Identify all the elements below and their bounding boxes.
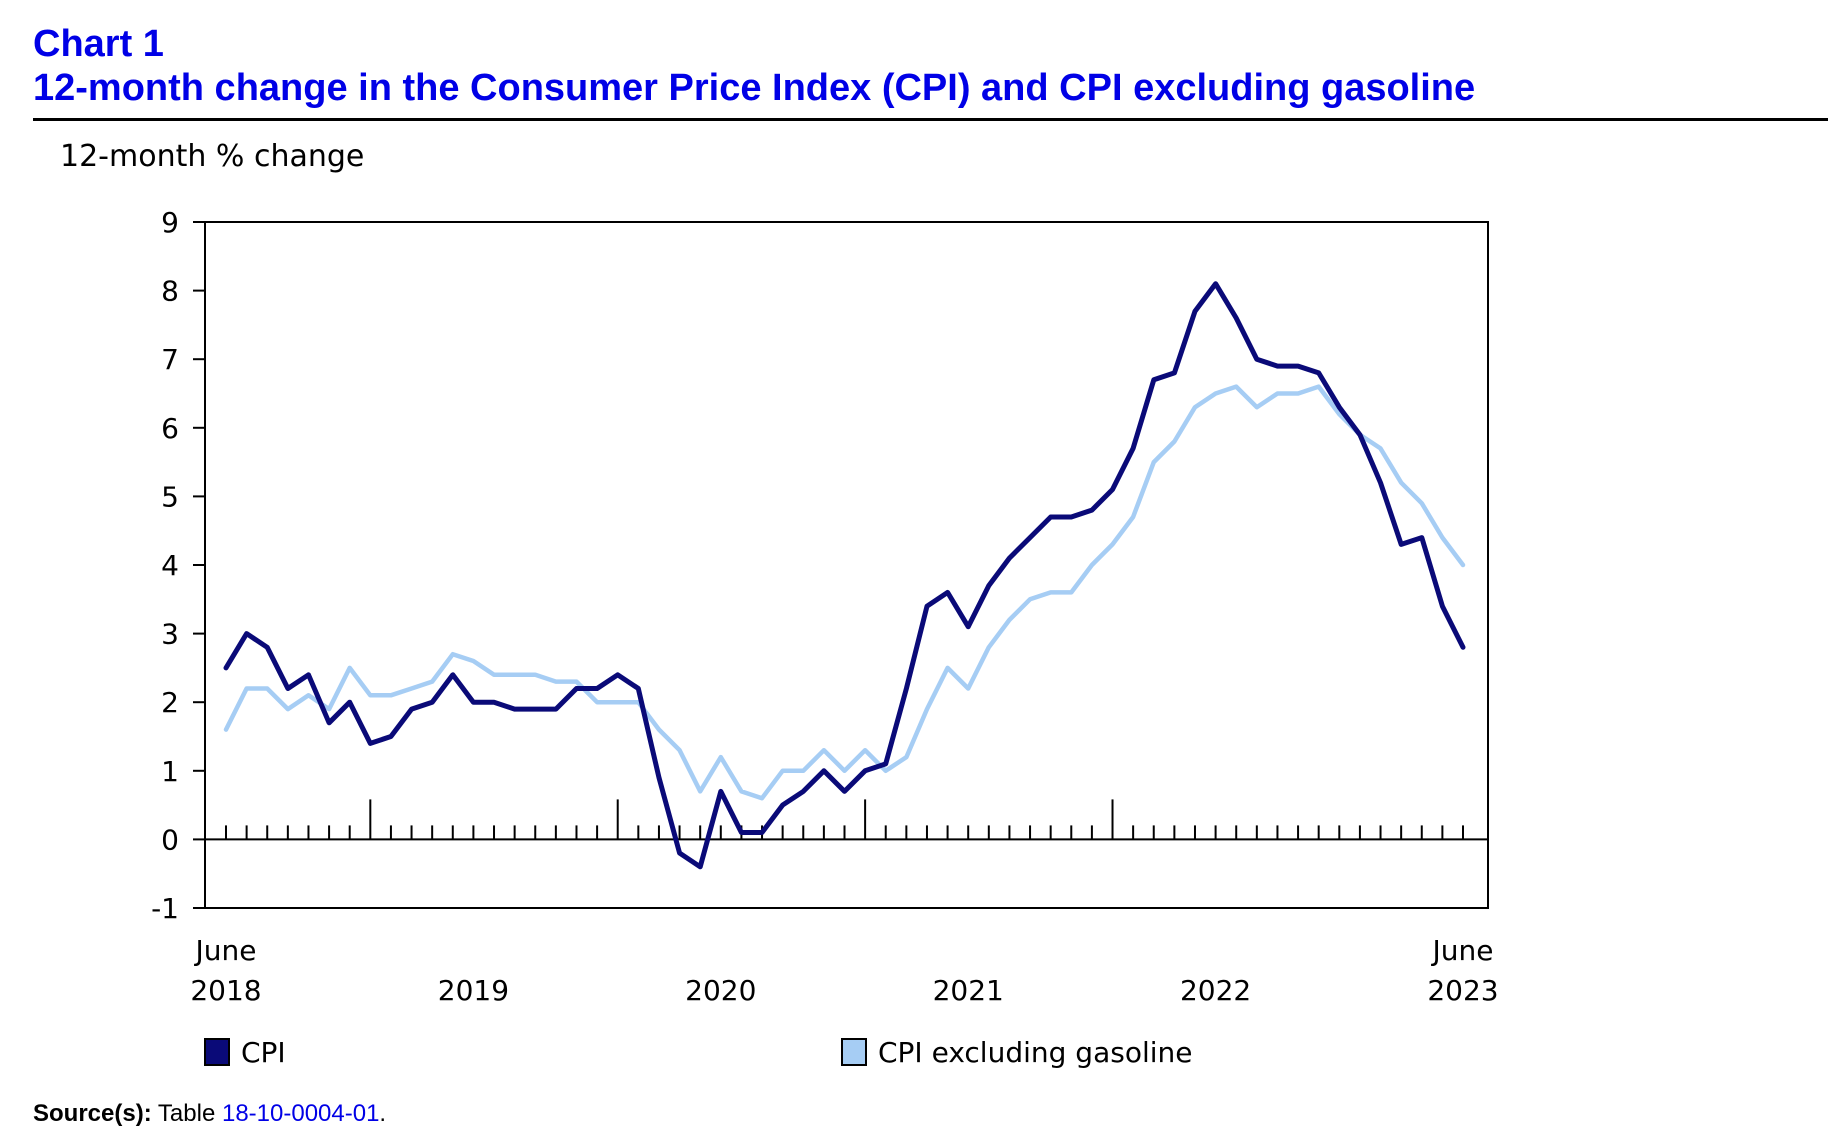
chart-title: 12-month change in the Consumer Price In…: [33, 67, 1476, 109]
legend-label: CPI excluding gasoline: [878, 1036, 1192, 1069]
y-tick-label: 0: [161, 823, 179, 856]
x-tick-label-year: 2019: [438, 974, 509, 1007]
series-lines: [223, 281, 1466, 870]
y-axis-label: 12-month % change: [60, 139, 364, 174]
y-tick-label: -1: [151, 892, 179, 925]
y-tick-label: 6: [161, 412, 179, 445]
source-text: Table: [157, 1100, 216, 1127]
y-tick-label: 8: [161, 275, 179, 308]
legend-swatch: [204, 1038, 230, 1066]
x-axis-labels: June 2018 2019 2020 2021 2022 June 2023: [190, 934, 1498, 1007]
x-tick-label-year: 2023: [1427, 974, 1498, 1007]
chart-number: Chart 1: [33, 23, 164, 65]
source-label: Source(s):: [33, 1100, 152, 1127]
x-tick-label-year: 2022: [1180, 974, 1251, 1007]
y-tick-label: 9: [161, 206, 179, 239]
source-suffix: .: [379, 1100, 387, 1127]
chart-heading: Chart 1 12-month change in the Consumer …: [33, 22, 1828, 121]
y-tick-label: 3: [161, 618, 179, 651]
source-table-link[interactable]: 18-10-0004-01: [221, 1100, 380, 1127]
y-axis-ticks: -1 0 1 2 3 4 5 6 7 8 9: [151, 206, 205, 925]
y-tick-label: 1: [161, 755, 179, 788]
y-tick-label: 7: [161, 343, 179, 376]
series-line-cpi-excluding-gasoline: [223, 384, 1466, 801]
x-axis-ticks: [225, 799, 1464, 840]
x-tick-label-month: June: [1431, 934, 1494, 967]
y-tick-label: 4: [161, 549, 179, 582]
x-tick-label-year: 2018: [190, 974, 261, 1007]
x-tick-label-month: June: [194, 934, 257, 967]
x-tick-label-year: 2020: [685, 974, 756, 1007]
series-line-cpi: [223, 281, 1466, 870]
legend-swatch: [841, 1038, 867, 1066]
line-chart: 12-month % change -1 0 1 2 3 4 5 6 7 8 9 June 2018 2…: [60, 139, 1499, 1069]
x-tick-label-year: 2021: [933, 974, 1004, 1007]
source-note: Source(s): Table 18-10-0004-01.: [33, 1100, 386, 1128]
legend-label: CPI: [241, 1036, 286, 1069]
legend: CPI CPI excluding gasoline: [204, 1036, 1192, 1069]
y-tick-label: 2: [161, 686, 179, 719]
y-tick-label: 5: [161, 480, 179, 513]
plot-area-frame: [204, 221, 1489, 909]
